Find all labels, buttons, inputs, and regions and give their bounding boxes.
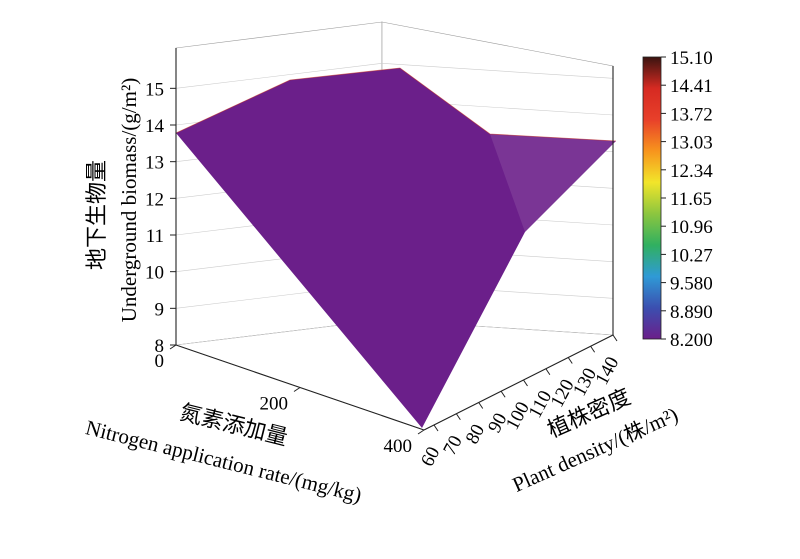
z-tick-label: 8: [155, 336, 165, 357]
colorbar-tick-label: 9.580: [670, 274, 713, 295]
z-tick-label: 12: [145, 189, 164, 210]
z-axis-label-cn: 地下生物量: [84, 160, 109, 270]
z-tick-label: 10: [145, 263, 164, 284]
y-tick-mark: [433, 424, 439, 432]
y-tick-mark: [567, 357, 573, 364]
colorbar-ticks: 15.10 14.41 13.72 13.03 12.34 11.65 10.96 10.27…: [661, 48, 713, 351]
colorbar: 15.10 14.41 13.72 13.03 12.34 11.65 10.96 10.27…: [642, 48, 713, 351]
colorbar-tick-label: 13.72: [670, 104, 713, 125]
colorbar-tick-label: 8.200: [670, 330, 713, 351]
z-tick-label: 11: [146, 226, 164, 247]
z-tick-label: 15: [145, 79, 164, 100]
colorbar-tick-label: 13.03: [670, 133, 713, 154]
x-tick-label: 0: [155, 351, 165, 372]
y-tick-mark: [590, 345, 596, 353]
x-axis-title: 氮素添加量 Nitrogen application rate/(mg/kg): [83, 399, 364, 507]
colorbar-tick-label: 8.890: [670, 302, 713, 323]
y-tick-mark: [545, 368, 551, 376]
colorbar-tick-label: 10.96: [670, 217, 713, 238]
z-tick-label: 14: [145, 116, 165, 137]
grid-line: [175, 63, 383, 89]
z-tick-label: 9: [155, 299, 165, 320]
z-axis-title: 地下生物量 Underground biomass/(g/m²): [84, 78, 141, 322]
x-tick-label: 400: [384, 436, 413, 457]
colorbar-tick-label: 10.27: [670, 245, 713, 266]
y-tick-mark: [455, 413, 461, 421]
z-tick-label: 13: [145, 153, 164, 174]
z-axis-label-en: Underground biomass/(g/m²): [117, 78, 141, 322]
x-tick-mark: [169, 344, 177, 350]
y-tick-mark: [478, 402, 484, 409]
y-axis-line: [423, 334, 614, 431]
colorbar-tick-label: 12.34: [670, 161, 713, 182]
y-tick-mark: [500, 390, 506, 398]
x-tick-mark: [293, 387, 301, 392]
grid-line: [381, 63, 614, 79]
x-tick-mark: [417, 429, 425, 435]
colorbar-gradient: [642, 56, 662, 340]
colorbar-tick-label: 14.41: [670, 76, 713, 97]
y-tick-mark: [612, 334, 618, 342]
surface-ridge: [175, 67, 617, 142]
z-axis-ticks: 8 9 10 11 12 13 14 15: [145, 79, 176, 357]
x-axis-ticks: 0 200 400: [155, 344, 425, 457]
y-tick-mark: [523, 379, 528, 387]
x-tick-label: 200: [260, 394, 289, 415]
colorbar-tick-label: 15.10: [670, 48, 713, 69]
colorbar-tick-label: 11.65: [670, 189, 712, 210]
surface-fold-shade: [490, 134, 616, 232]
